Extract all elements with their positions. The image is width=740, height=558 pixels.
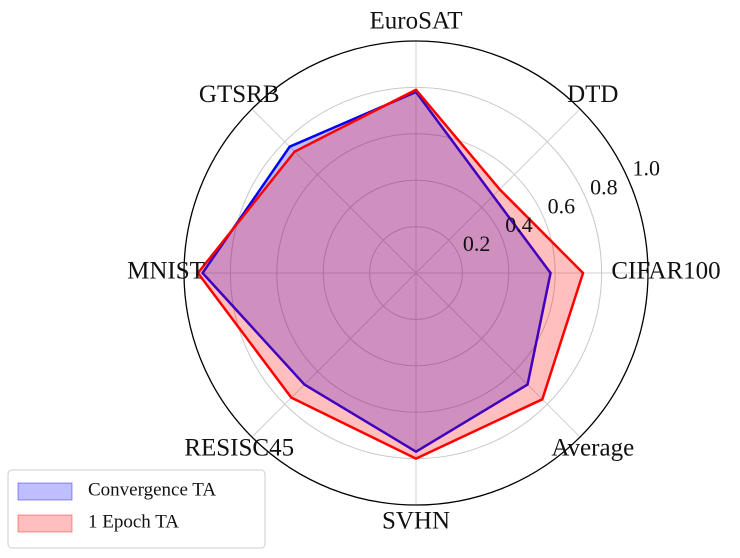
r-tick-label: 0.8 (590, 174, 618, 199)
legend: Convergence TA 1 Epoch TA (7, 469, 266, 549)
r-tick-label: 1.0 (632, 156, 660, 181)
category-label: CIFAR100 (611, 258, 720, 285)
grid-ring (322, 179, 510, 367)
legend-box (7, 469, 266, 549)
legend-label: Convergence TA (88, 479, 216, 500)
category-label: EuroSAT (369, 8, 462, 35)
series-area (196, 88, 585, 460)
spoke (251, 108, 417, 274)
spoke (415, 108, 581, 274)
category-label: DTD (567, 81, 618, 108)
outer-ring (183, 40, 649, 506)
r-tick-label: 0.2 (463, 231, 491, 256)
category-label: RESISC45 (184, 435, 294, 462)
grid-ring (369, 226, 463, 320)
legend-swatch (17, 482, 73, 501)
category-label: MNIST (127, 258, 205, 285)
category-label: Average (551, 435, 634, 462)
spoke (415, 272, 581, 438)
series-area (201, 90, 552, 453)
spoke (251, 272, 417, 438)
legend-swatch (17, 514, 73, 533)
grid-ring (276, 133, 556, 413)
r-tick-label: 0.4 (505, 212, 533, 237)
legend-label: 1 Epoch TA (88, 511, 179, 532)
category-label: SVHN (382, 508, 450, 535)
category-label: GTSRB (199, 81, 280, 108)
r-tick-label: 0.6 (548, 193, 576, 218)
